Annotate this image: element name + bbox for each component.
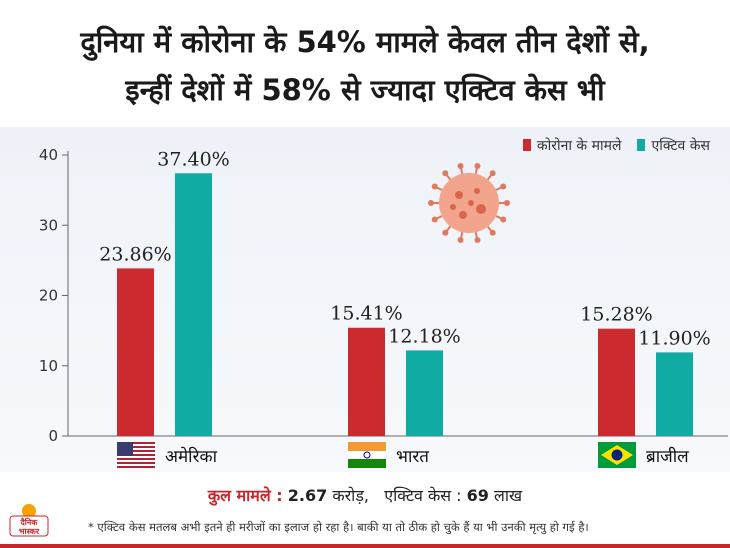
data-label: 15.41% bbox=[330, 303, 402, 325]
chart-title-line2: इन्हीं देशों में 58% से ज्यादा एक्टिव के… bbox=[125, 73, 605, 107]
bar-active bbox=[175, 173, 212, 436]
svg-text:दैनिक: दैनिक bbox=[20, 517, 39, 527]
y-tick-label: 20 bbox=[39, 287, 58, 305]
total-active-value: 69 bbox=[466, 486, 489, 505]
y-tick-label: 40 bbox=[39, 146, 58, 164]
data-label: 23.86% bbox=[99, 243, 171, 265]
legend-swatch-cases bbox=[522, 139, 531, 151]
country-label: भारत bbox=[396, 446, 429, 467]
bottom-accent-bar bbox=[0, 544, 730, 548]
y-tick-label: 30 bbox=[39, 216, 58, 234]
total-active-label: एक्टिव केस : bbox=[384, 486, 462, 505]
data-label: 37.40% bbox=[157, 148, 229, 170]
y-tick-label: 0 bbox=[48, 427, 58, 445]
dainik-bhaskar-logo: दैनिक भास्कर bbox=[8, 502, 50, 538]
coronavirus-icon bbox=[428, 162, 510, 244]
data-label: 11.90% bbox=[638, 327, 710, 349]
india-flag-icon bbox=[348, 442, 386, 468]
brazil-flag-icon bbox=[598, 442, 636, 468]
bar-cases bbox=[598, 328, 635, 436]
total-cases-label: कुल मामले : bbox=[207, 486, 283, 505]
legend: कोरोना के मामले एक्टिव केस bbox=[522, 136, 710, 155]
total-cases-unit: करोड़, bbox=[332, 486, 369, 505]
total-active-unit: लाख bbox=[494, 486, 523, 505]
data-label: 12.18% bbox=[388, 325, 460, 347]
legend-item-cases: कोरोना के मामले bbox=[522, 136, 622, 155]
bar-cases bbox=[348, 327, 385, 436]
us-flag-icon bbox=[117, 442, 155, 468]
legend-item-active: एक्टिव केस bbox=[637, 136, 710, 155]
country-usa: अमेरिका bbox=[117, 442, 217, 468]
legend-label-active: एक्टिव केस bbox=[651, 138, 710, 154]
total-cases-value: 2.67 bbox=[287, 486, 328, 505]
legend-swatch-active bbox=[637, 139, 646, 151]
chart-title-line1: दुनिया में कोरोना के 54% मामले केवल तीन … bbox=[80, 25, 650, 59]
country-brazil: ब्राजील bbox=[598, 442, 689, 468]
legend-label-cases: कोरोना के मामले bbox=[536, 138, 622, 154]
data-label: 15.28% bbox=[580, 304, 652, 326]
country-india: भारत bbox=[348, 442, 429, 468]
country-label: अमेरिका bbox=[165, 446, 217, 467]
y-tick-label: 10 bbox=[39, 357, 58, 375]
bar-active bbox=[656, 352, 693, 436]
bar-active bbox=[406, 350, 443, 436]
totals-line: कुल मामले : 2.67 करोड़, एक्टिव केस : 69 … bbox=[0, 484, 730, 506]
country-label: ब्राजील bbox=[646, 446, 689, 467]
bar-cases bbox=[117, 268, 154, 436]
footnote: * एक्टिव केस मतलब अभी इतने ही मरीजों का … bbox=[88, 520, 589, 534]
svg-text:भास्कर: भास्कर bbox=[19, 527, 40, 536]
